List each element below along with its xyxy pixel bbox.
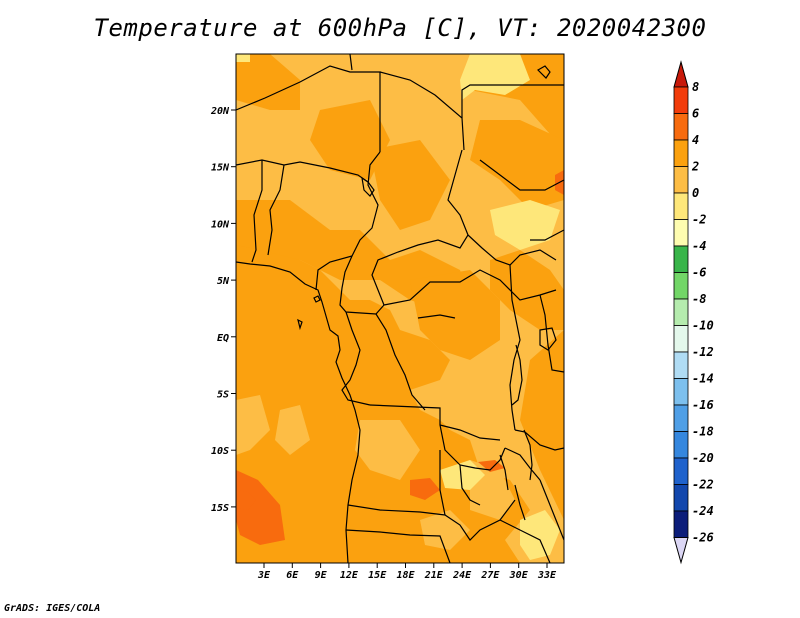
lon-label: 21E (424, 570, 444, 581)
colorbar-label: 4 (692, 133, 699, 147)
map-panel (236, 54, 564, 563)
colorbar-label: -24 (692, 504, 714, 518)
lon-label: 12E (340, 570, 359, 581)
lon-label: 27E (480, 570, 500, 581)
lat-label: 15N (211, 163, 230, 174)
colorbar-segment (673, 86, 689, 114)
lon-label: 33E (537, 570, 557, 581)
lon-label: 9E (315, 570, 328, 581)
lon-label: 15E (368, 570, 387, 581)
map-frame (235, 53, 565, 564)
lat-label: 20N (210, 106, 230, 117)
lat-label: 10S (211, 446, 229, 457)
colorbar-label: -26 (692, 531, 714, 545)
colorbar-label: 0 (692, 186, 699, 200)
colorbar: 8 6 4 2 0 -2 -4 -6 -8 -10 -12 -14 -16 -18 -20 -22 -24 -26 (673, 60, 714, 565)
colorbar-segment (673, 272, 689, 300)
lon-label: 30E (509, 570, 529, 581)
colorbar-segment (673, 404, 689, 432)
colorbar-label: -4 (692, 239, 706, 253)
colorbar-label: -16 (692, 398, 714, 412)
lon-label: 6E (286, 570, 299, 581)
lat-axis: 20N 15N 10N 5N EQ 5S 10S 15S (210, 106, 236, 514)
colorbar-segment (673, 219, 689, 247)
chart-title: Temperature at 600hPa [C], VT: 202004230… (93, 14, 707, 42)
colorbar-segment (673, 192, 689, 220)
colorbar-bottom-arrow (673, 537, 689, 565)
colorbar-label: -2 (692, 213, 706, 227)
colorbar-label: 2 (691, 160, 699, 174)
colorbar-segment (673, 351, 689, 379)
colorbar-label: -12 (692, 345, 714, 359)
colorbar-label: -6 (692, 266, 706, 280)
colorbar-label: -22 (692, 478, 714, 492)
lon-label: 18E (396, 570, 415, 581)
colorbar-segment (673, 298, 689, 326)
lat-label: 5N (217, 276, 230, 287)
colorbar-label: -10 (692, 319, 714, 333)
colorbar-segment (673, 325, 689, 353)
field-neg2-0 (236, 54, 560, 560)
field-4-6 (236, 170, 564, 545)
colorbar-label: -20 (692, 451, 714, 465)
lat-label: 5S (217, 390, 229, 401)
colorbar-label: -14 (692, 372, 714, 386)
colorbar-segment (673, 484, 689, 512)
coastline (236, 261, 361, 563)
colorbar-label: 8 (692, 80, 699, 94)
colorbar-label: -18 (692, 425, 714, 439)
colorbar-segment (673, 431, 689, 459)
lon-label: 3E (257, 570, 271, 581)
colorbar-label: -8 (692, 292, 706, 306)
grads-credit: GrADS: IGES/COLA (4, 603, 101, 614)
lat-label: 15S (211, 503, 229, 514)
colorbar-top-arrow (673, 60, 689, 88)
lon-axis: 3E 6E 9E 12E 15E 18E 21E 24E 27E 30E 33E (257, 563, 557, 581)
colorbar-segment (673, 378, 689, 406)
country-borders (236, 54, 564, 563)
colorbar-segment (673, 510, 689, 538)
colorbar-label: 6 (692, 107, 699, 121)
colorbar-segment (673, 166, 689, 194)
lon-label: 24E (452, 570, 472, 581)
lat-label: EQ (217, 333, 229, 344)
colorbar-segment (673, 245, 689, 273)
colorbar-segment (673, 457, 689, 485)
colorbar-segment (673, 139, 689, 167)
colorbar-segment (673, 113, 689, 141)
lat-label: 10N (211, 219, 230, 230)
